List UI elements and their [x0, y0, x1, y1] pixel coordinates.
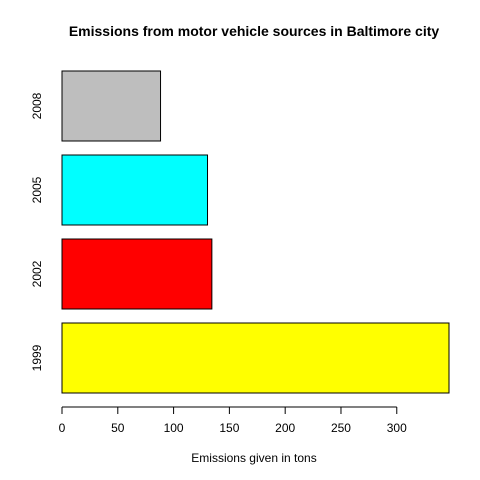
x-axis: 0 50 100 150 200 250 300	[59, 406, 407, 435]
y-axis: 1999 2002 2005 2008	[30, 92, 44, 371]
x-tick-label-100: 100	[164, 421, 184, 435]
x-tick-label-0: 0	[59, 421, 66, 435]
chart-title: Emissions from motor vehicle sources in …	[69, 23, 440, 39]
x-tick-label-50: 50	[111, 421, 125, 435]
x-axis-label: Emissions given in tons	[191, 451, 316, 465]
x-tick-label-150: 150	[219, 421, 239, 435]
bar-2008	[61, 70, 162, 142]
y-tick-label-2005: 2005	[30, 176, 44, 203]
bar-1999	[61, 322, 450, 394]
x-tick-label-300: 300	[387, 421, 407, 435]
x-tick-label-250: 250	[331, 421, 351, 435]
x-tick-label-200: 200	[275, 421, 295, 435]
y-tick-label-1999: 1999	[30, 344, 44, 371]
bar-2005	[61, 154, 209, 226]
y-tick-label-2008: 2008	[30, 92, 44, 119]
bar-2002	[61, 238, 213, 310]
bars-group	[61, 70, 450, 394]
y-tick-label-2002: 2002	[30, 260, 44, 287]
